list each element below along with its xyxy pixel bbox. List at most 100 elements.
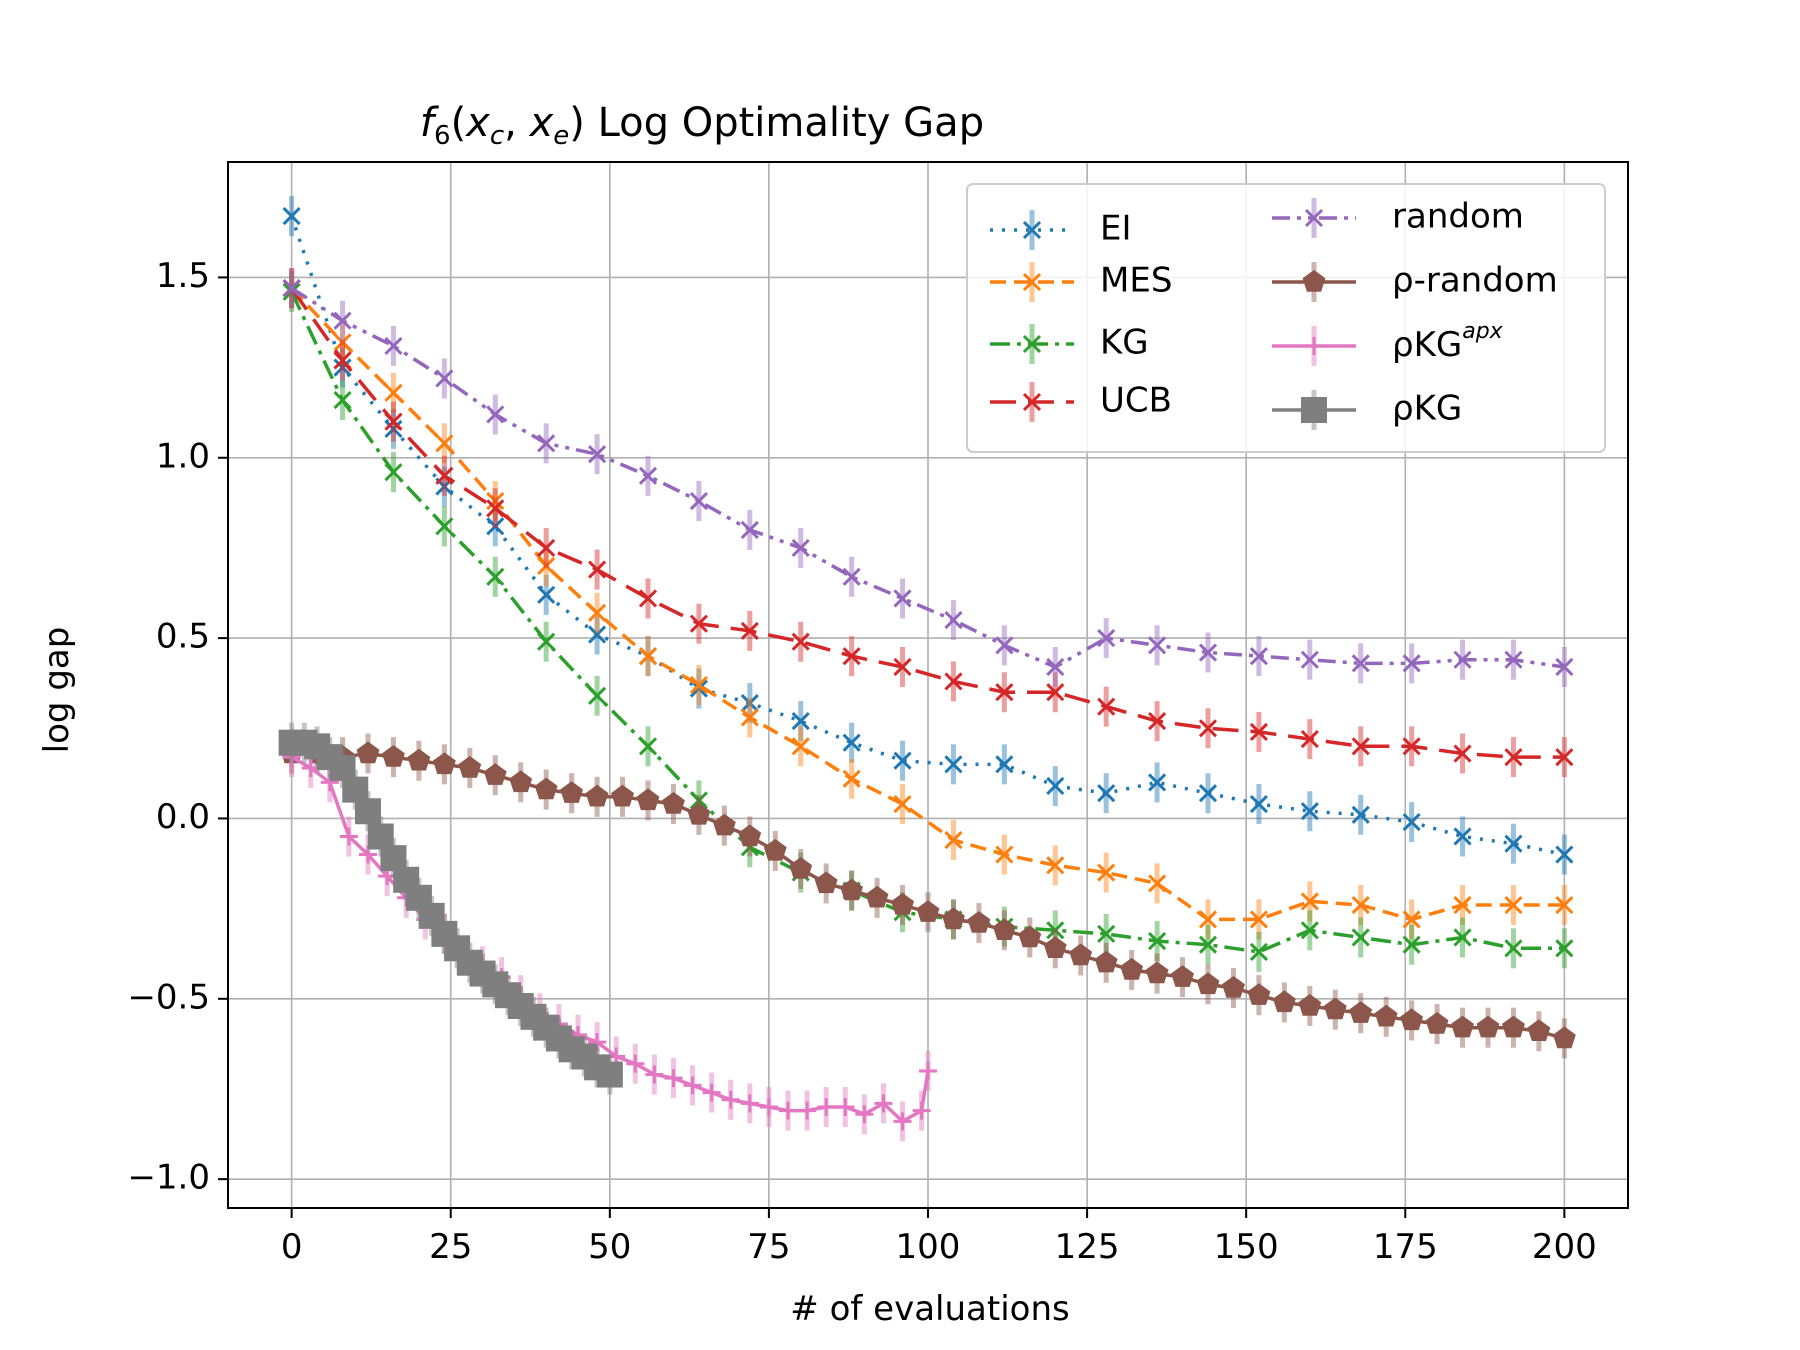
data-point xyxy=(585,784,609,807)
data-point xyxy=(740,708,759,727)
data-point xyxy=(1097,629,1116,648)
data-point xyxy=(1148,773,1167,792)
data-point xyxy=(1504,939,1523,958)
data-point xyxy=(944,755,963,774)
data-point xyxy=(537,556,556,576)
data-point xyxy=(282,279,301,298)
data-point xyxy=(721,1090,740,1109)
data-point xyxy=(588,445,607,464)
data-point xyxy=(458,756,482,778)
legend-frame xyxy=(966,183,1606,453)
data-point xyxy=(1555,939,1574,958)
legend-label-rho-kg: ρKG xyxy=(1392,389,1462,429)
y-tick-label: 0.5 xyxy=(156,617,210,657)
data-point xyxy=(1400,1008,1423,1031)
data-point xyxy=(486,491,505,511)
data-point xyxy=(1148,932,1167,951)
data-point xyxy=(842,567,861,586)
x-tick-label: 0 xyxy=(281,1227,303,1267)
data-point xyxy=(1273,990,1296,1013)
data-point xyxy=(763,838,787,861)
data-point xyxy=(1504,650,1523,669)
data-point xyxy=(435,466,454,485)
data-point xyxy=(1046,657,1065,677)
data-point xyxy=(638,647,658,666)
data-point xyxy=(1555,895,1574,915)
y-tick-label: −1.0 xyxy=(127,1158,210,1198)
data-point xyxy=(912,1101,931,1120)
data-point xyxy=(596,1061,623,1088)
data-point xyxy=(1453,895,1472,915)
data-point xyxy=(893,1112,912,1131)
data-point xyxy=(339,827,358,846)
data-point xyxy=(1349,1001,1373,1023)
data-point xyxy=(1046,776,1065,796)
data-point xyxy=(435,434,454,453)
data-point xyxy=(435,517,454,536)
data-point xyxy=(1555,845,1574,864)
legend-marker xyxy=(1022,392,1042,412)
data-point xyxy=(942,907,965,930)
data-point xyxy=(1046,921,1065,940)
data-point xyxy=(919,1061,937,1080)
data-point xyxy=(537,632,556,651)
data-point xyxy=(1351,805,1370,824)
data-point xyxy=(483,763,507,785)
data-point xyxy=(1300,892,1319,911)
data-point xyxy=(355,798,381,825)
data-point xyxy=(791,538,810,557)
x-axis-ticks: 0 25 50 75 100 125 150 175 200 xyxy=(281,1208,1597,1267)
data-point xyxy=(384,412,403,431)
data-point xyxy=(1247,983,1271,1005)
x-tick-label: 125 xyxy=(1055,1227,1120,1267)
data-point xyxy=(702,1083,721,1102)
data-point xyxy=(798,1101,817,1120)
data-point xyxy=(537,434,556,453)
data-point xyxy=(893,657,912,677)
data-point xyxy=(836,1098,855,1117)
series-layer xyxy=(278,196,1576,1142)
data-point xyxy=(333,333,352,352)
data-point xyxy=(1300,921,1319,940)
legend-marker xyxy=(1305,337,1323,355)
legend: EI MES KG UCB random ρ-random ρKGapx ρKG xyxy=(966,183,1606,453)
data-point xyxy=(779,1101,797,1120)
data-point xyxy=(740,1094,759,1113)
data-point xyxy=(1148,712,1167,731)
y-tick-label: −0.5 xyxy=(127,977,210,1017)
data-point xyxy=(1453,928,1472,947)
data-point xyxy=(1196,972,1220,995)
data-point xyxy=(486,499,505,518)
legend-label-ei: EI xyxy=(1100,209,1132,249)
data-point xyxy=(842,733,861,752)
series-7 xyxy=(278,722,623,1095)
legend-label-rho-kg-apx: ρKGapx xyxy=(1392,319,1504,365)
data-point xyxy=(537,585,556,604)
data-point xyxy=(1069,943,1093,966)
data-point xyxy=(1018,925,1042,948)
legend-label-random: random xyxy=(1392,197,1524,237)
data-point xyxy=(740,693,759,713)
data-point xyxy=(1451,1015,1474,1038)
data-point xyxy=(282,207,301,226)
data-point xyxy=(893,589,912,608)
data-point xyxy=(1402,737,1421,756)
data-point xyxy=(1249,910,1268,929)
data-point xyxy=(638,737,658,756)
data-point xyxy=(486,405,505,424)
data-point xyxy=(1555,748,1574,767)
data-point xyxy=(509,770,533,793)
y-axis-label: log gap xyxy=(37,627,77,754)
legend-label-ucb: UCB xyxy=(1100,381,1172,421)
data-point xyxy=(333,390,352,410)
series-4 xyxy=(282,268,1574,687)
x-tick-label: 75 xyxy=(747,1227,790,1267)
data-point xyxy=(791,737,810,756)
data-point xyxy=(1249,647,1268,666)
data-point xyxy=(1425,1012,1449,1034)
data-point xyxy=(486,517,505,536)
data-point xyxy=(1453,744,1472,763)
x-tick-label: 25 xyxy=(429,1227,472,1267)
data-point xyxy=(1148,874,1167,893)
